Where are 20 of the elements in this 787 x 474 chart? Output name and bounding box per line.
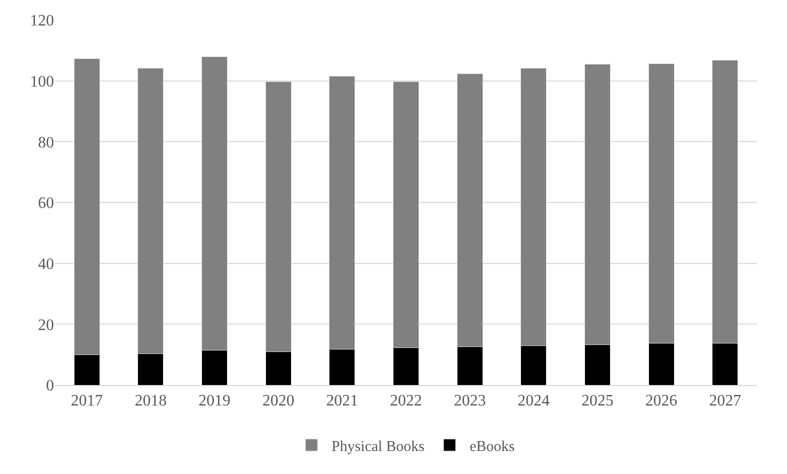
y-tick-label: 60 [38,195,54,212]
y-tick-label: 20 [38,316,54,334]
x-tick-label: 2018 [134,392,167,410]
y-tick-label: 80 [38,134,54,152]
x-tick-label: 2017 [70,392,103,410]
x-tick-label: 2025 [581,392,614,410]
x-tick-label: 2021 [326,392,358,410]
x-tick-label: 2024 [518,392,550,410]
x-tick-label: 2027 [709,392,742,410]
x-tick-label: 2026 [645,392,678,410]
x-tick-label: 2020 [262,392,294,410]
y-tick-label: 100 [30,73,54,90]
x-tick-label: 2019 [198,392,231,410]
x-tick-label: 2023 [454,392,486,410]
y-tick-label: 0 [46,378,54,395]
x-tick-label: 2022 [390,392,422,410]
legend-label: Physical Books [332,438,425,455]
legend-label: eBooks [470,438,515,455]
y-tick-label: 120 [30,12,54,30]
y-tick-label: 40 [38,256,54,273]
